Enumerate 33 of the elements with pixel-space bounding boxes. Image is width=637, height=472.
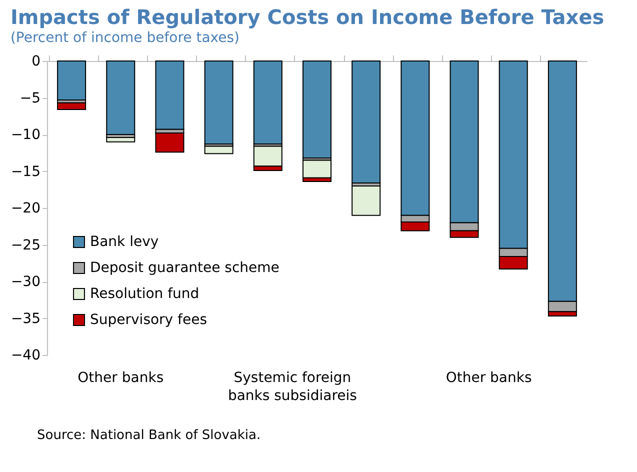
chart-subtitle: (Percent of income before taxes) bbox=[10, 30, 240, 46]
bar bbox=[253, 60, 282, 145]
legend-label: Deposit guarantee scheme bbox=[90, 260, 280, 276]
bar bbox=[57, 60, 86, 100]
y-tick-label: −5 bbox=[20, 90, 40, 106]
text: Systemic foreign banks subsidiareis bbox=[228, 370, 357, 404]
bar bbox=[57, 102, 86, 110]
legend-label: Bank levy bbox=[90, 234, 159, 250]
bar bbox=[352, 60, 381, 184]
bar bbox=[302, 60, 332, 159]
bar bbox=[352, 185, 381, 216]
bar bbox=[204, 60, 234, 145]
y-tick-label: −15 bbox=[10, 164, 40, 180]
bar bbox=[302, 160, 332, 178]
y-tick-label: −20 bbox=[10, 200, 40, 216]
text: Other banks bbox=[446, 370, 532, 386]
y-tick-label: −10 bbox=[10, 127, 40, 143]
bar bbox=[155, 132, 184, 153]
chart-title: Impacts of Regulatory Costs on Income Before Taxes bbox=[10, 5, 604, 29]
y-tick-label: −35 bbox=[10, 310, 40, 327]
text: Other banks bbox=[78, 370, 164, 386]
legend-label: Resolution fund bbox=[90, 286, 200, 302]
legend-label: Supervisory fees bbox=[90, 312, 207, 328]
y-tick-label: −25 bbox=[10, 237, 40, 254]
y-tick-label: −30 bbox=[10, 274, 40, 290]
y-tick-label: 0 bbox=[32, 54, 40, 70]
source-note: Source: National Bank of Slovakia. bbox=[37, 428, 261, 443]
bar bbox=[204, 146, 234, 154]
y-tick-label: −40 bbox=[10, 348, 40, 364]
bar bbox=[106, 60, 136, 135]
bar bbox=[106, 136, 136, 142]
bar bbox=[155, 60, 184, 130]
bar bbox=[253, 146, 282, 167]
